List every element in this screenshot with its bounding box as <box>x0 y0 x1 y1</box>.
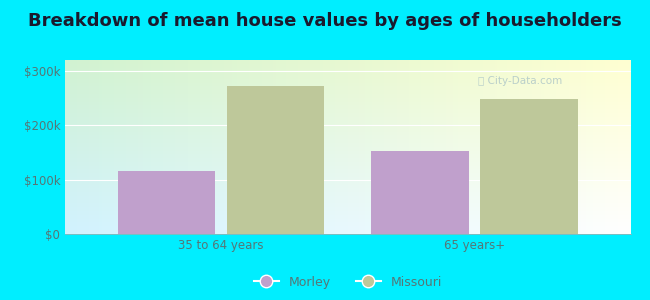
Bar <box>118 172 215 234</box>
Text: Ⓢ City-Data.com: Ⓢ City-Data.com <box>478 76 562 86</box>
Bar <box>480 99 578 234</box>
Bar <box>227 86 324 234</box>
Bar <box>371 152 469 234</box>
Legend: Morley, Missouri: Morley, Missouri <box>248 271 447 294</box>
Text: Breakdown of mean house values by ages of householders: Breakdown of mean house values by ages o… <box>28 12 622 30</box>
